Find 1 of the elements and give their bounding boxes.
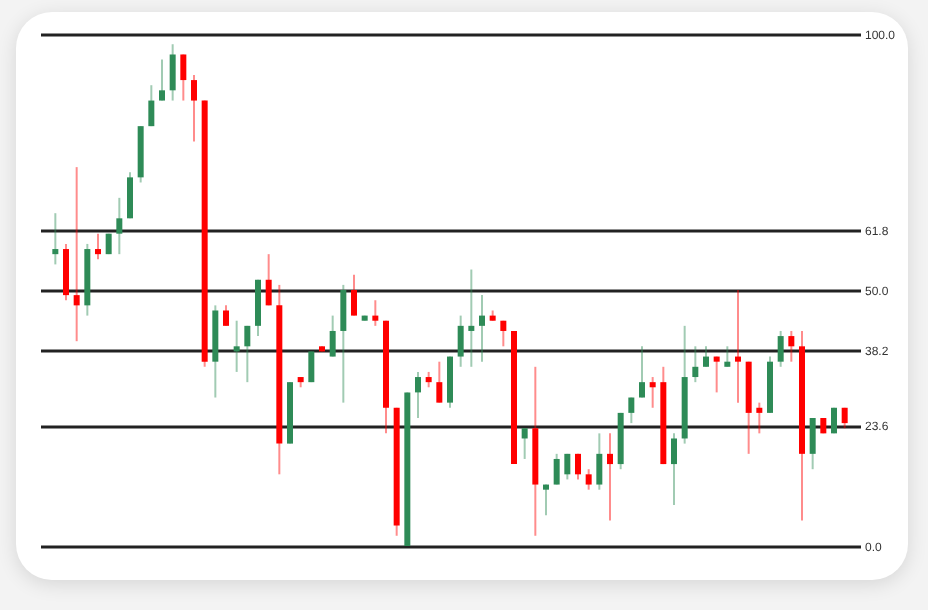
candlestick [308,350,315,384]
